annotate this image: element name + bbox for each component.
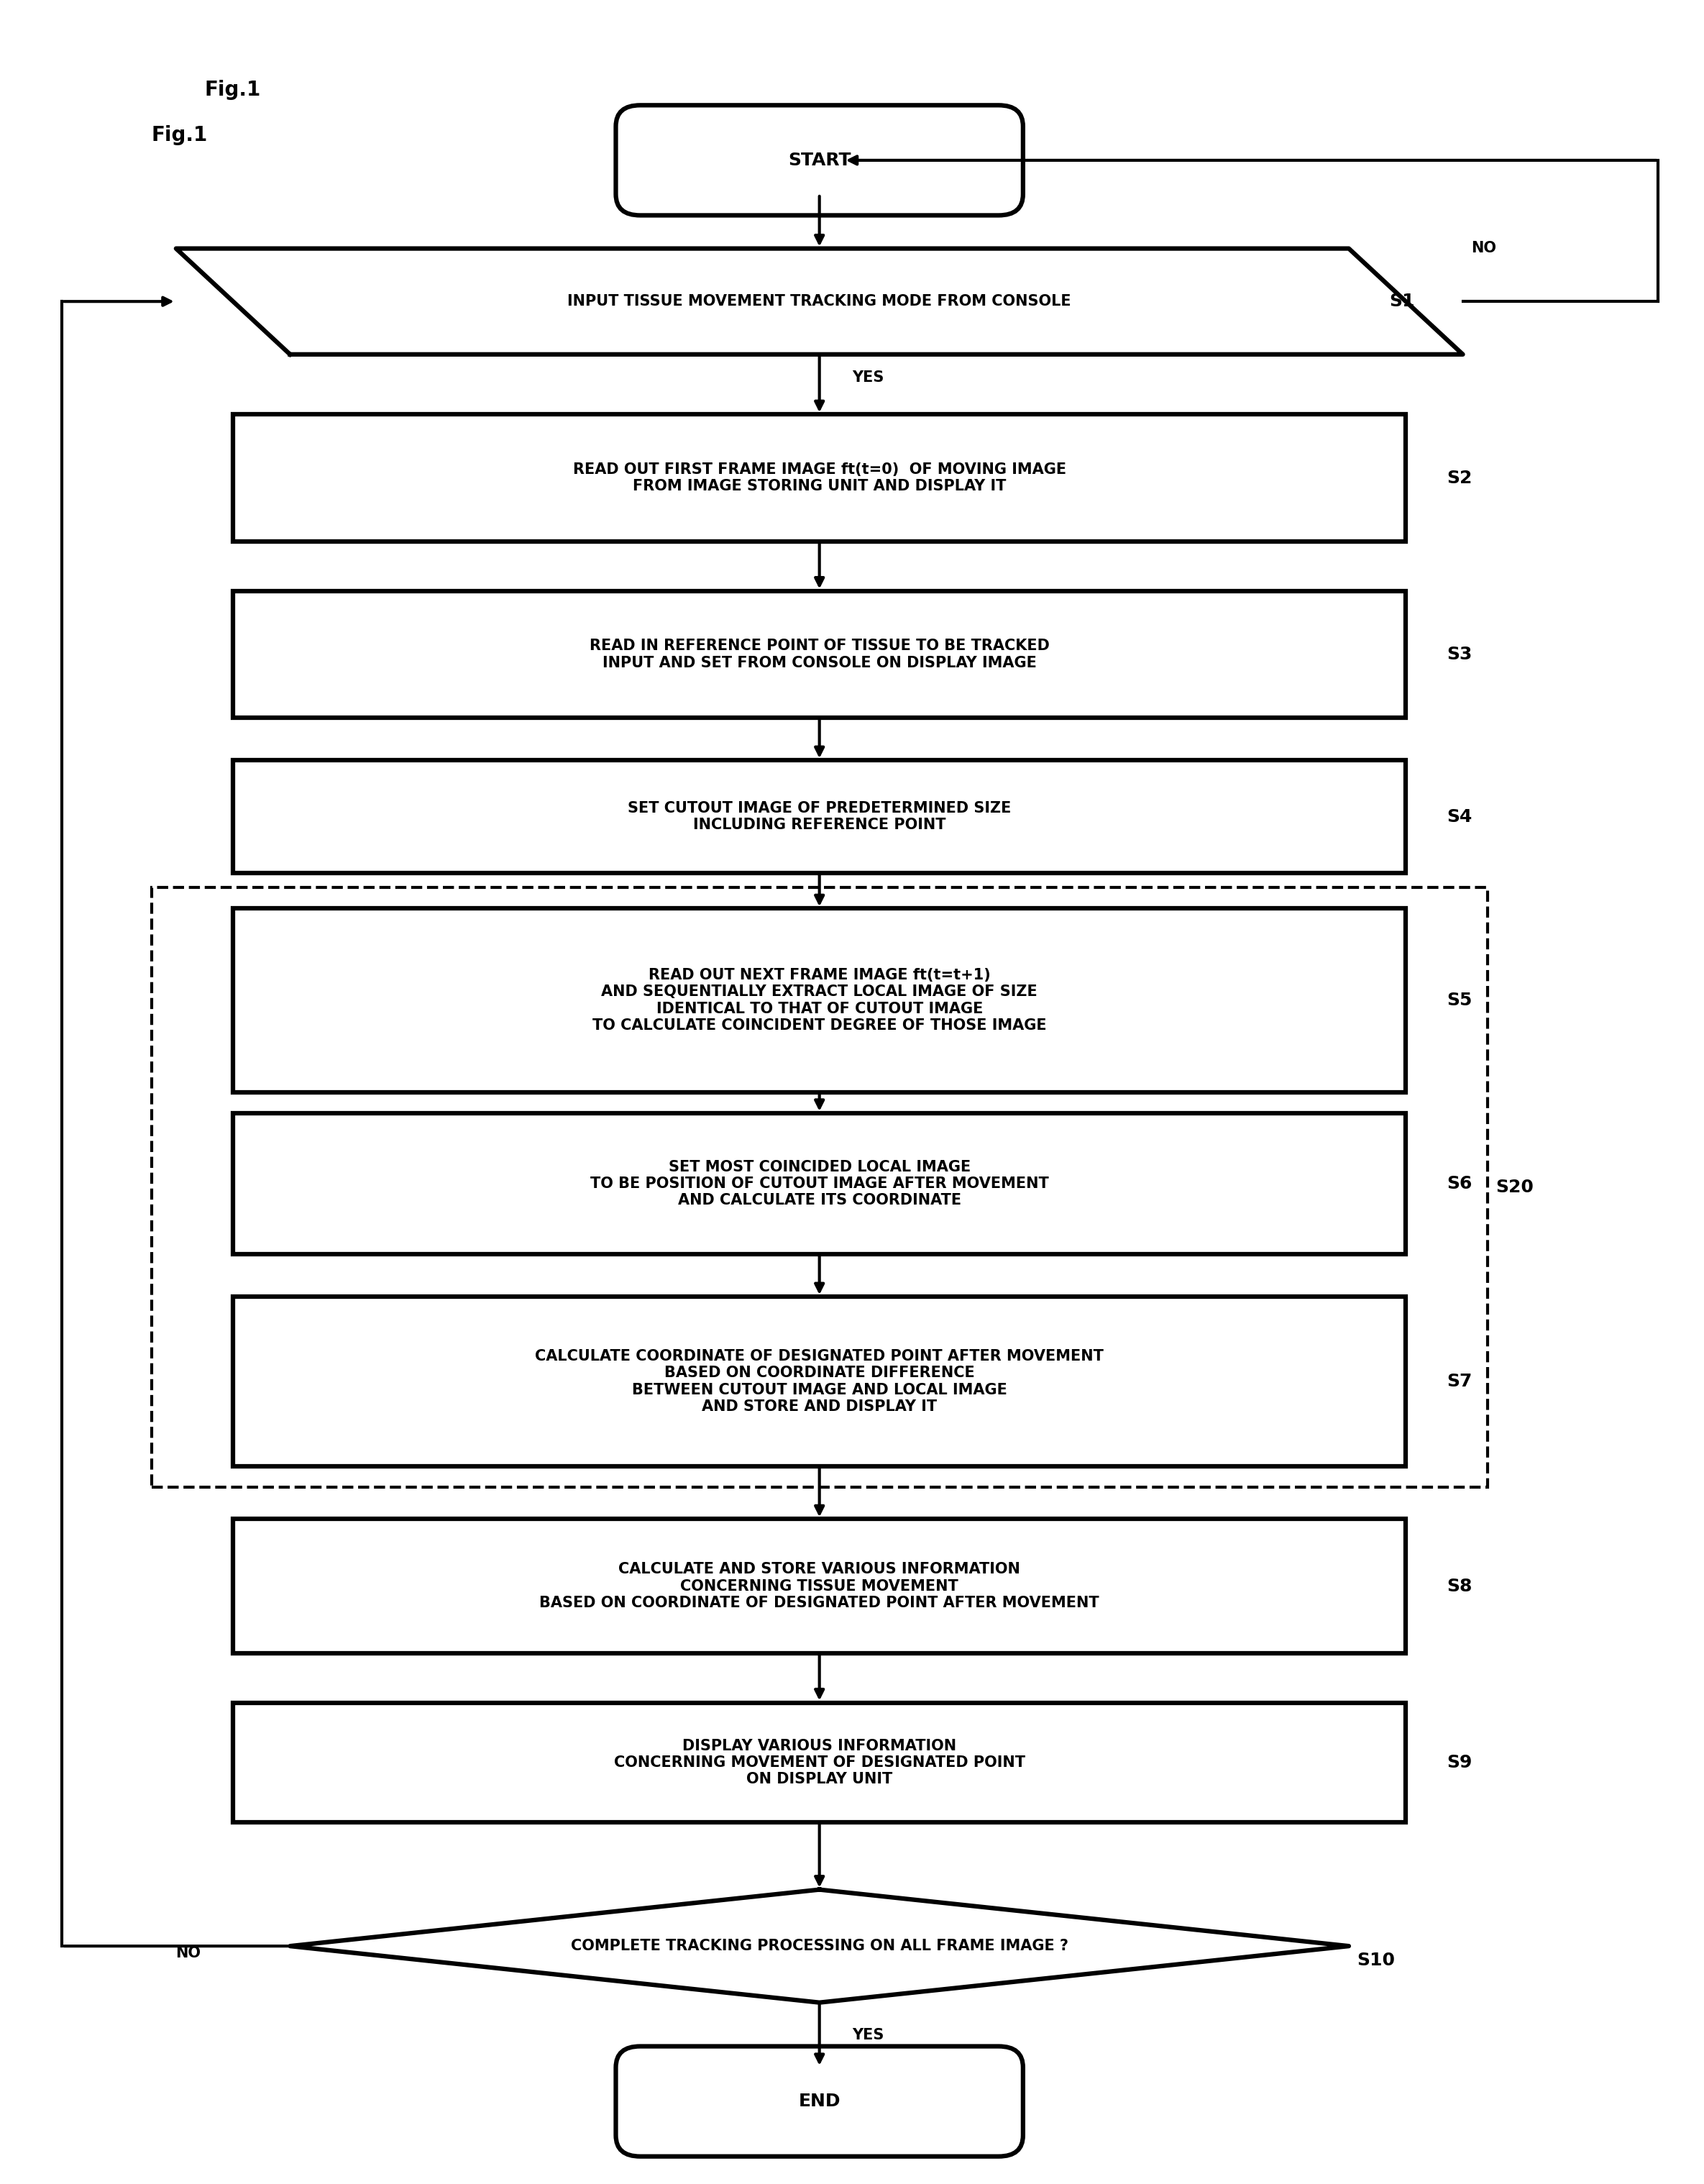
Text: READ OUT FIRST FRAME IMAGE ft(t=0)  OF MOVING IMAGE
FROM IMAGE STORING UNIT AND : READ OUT FIRST FRAME IMAGE ft(t=0) OF MO… [573,463,1067,494]
FancyBboxPatch shape [233,1114,1406,1254]
Text: YES: YES [852,369,884,384]
Text: END: END [799,2092,840,2110]
Text: READ IN REFERENCE POINT OF TISSUE TO BE TRACKED
INPUT AND SET FROM CONSOLE ON DI: READ IN REFERENCE POINT OF TISSUE TO BE … [590,640,1050,670]
Text: S2: S2 [1447,470,1472,487]
Text: CALCULATE AND STORE VARIOUS INFORMATION
CONCERNING TISSUE MOVEMENT
BASED ON COOR: CALCULATE AND STORE VARIOUS INFORMATION … [540,1562,1099,1610]
Text: S8: S8 [1447,1577,1472,1594]
Text: READ OUT NEXT FRAME IMAGE ft(t=t+1)
AND SEQUENTIALLY EXTRACT LOCAL IMAGE OF SIZE: READ OUT NEXT FRAME IMAGE ft(t=t+1) AND … [593,968,1046,1033]
Text: COMPLETE TRACKING PROCESSING ON ALL FRAME IMAGE ?: COMPLETE TRACKING PROCESSING ON ALL FRAM… [571,1939,1068,1952]
FancyBboxPatch shape [233,415,1406,542]
Text: Fig.1: Fig.1 [152,124,208,144]
FancyBboxPatch shape [615,2046,1022,2156]
Text: DISPLAY VARIOUS INFORMATION
CONCERNING MOVEMENT OF DESIGNATED POINT
ON DISPLAY U: DISPLAY VARIOUS INFORMATION CONCERNING M… [613,1738,1026,1787]
Text: CALCULATE COORDINATE OF DESIGNATED POINT AFTER MOVEMENT
BASED ON COORDINATE DIFF: CALCULATE COORDINATE OF DESIGNATED POINT… [535,1350,1104,1413]
Text: INPUT TISSUE MOVEMENT TRACKING MODE FROM CONSOLE: INPUT TISSUE MOVEMENT TRACKING MODE FROM… [567,295,1072,308]
FancyBboxPatch shape [233,1520,1406,1653]
FancyBboxPatch shape [233,1704,1406,1824]
Text: SET MOST COINCIDED LOCAL IMAGE
TO BE POSITION OF CUTOUT IMAGE AFTER MOVEMENT
AND: SET MOST COINCIDED LOCAL IMAGE TO BE POS… [590,1160,1048,1208]
FancyBboxPatch shape [233,592,1406,719]
Text: S10: S10 [1356,1952,1396,1968]
Text: S6: S6 [1447,1175,1472,1192]
Text: S9: S9 [1447,1754,1472,1771]
FancyBboxPatch shape [233,909,1406,1092]
FancyBboxPatch shape [233,760,1406,874]
Text: S20: S20 [1496,1179,1534,1197]
Text: S1: S1 [1389,293,1414,310]
Text: SET CUTOUT IMAGE OF PREDETERMINED SIZE
INCLUDING REFERENCE POINT: SET CUTOUT IMAGE OF PREDETERMINED SIZE I… [627,802,1010,832]
Text: NO: NO [176,1946,201,1961]
Text: YES: YES [852,2027,884,2042]
Text: NO: NO [1471,240,1496,256]
Text: S3: S3 [1447,646,1472,664]
Text: Fig.1: Fig.1 [204,79,261,100]
Polygon shape [290,1889,1350,2003]
Text: S5: S5 [1447,992,1472,1009]
FancyBboxPatch shape [233,1297,1406,1465]
Text: START: START [787,151,850,168]
Polygon shape [176,249,1462,354]
Text: S7: S7 [1447,1374,1472,1389]
Text: S4: S4 [1447,808,1472,826]
FancyBboxPatch shape [615,105,1022,216]
